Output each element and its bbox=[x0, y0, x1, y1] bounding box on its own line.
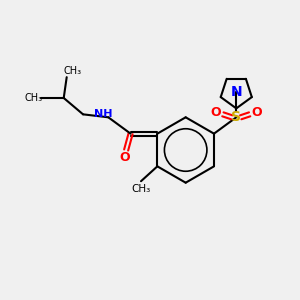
Text: O: O bbox=[252, 106, 262, 119]
Text: O: O bbox=[119, 151, 130, 164]
Text: S: S bbox=[231, 110, 241, 124]
Text: O: O bbox=[210, 106, 221, 119]
Text: CH₃: CH₃ bbox=[25, 93, 43, 103]
Text: CH₃: CH₃ bbox=[64, 66, 82, 76]
Text: N: N bbox=[230, 85, 242, 99]
Text: NH: NH bbox=[94, 109, 112, 119]
Text: CH₃: CH₃ bbox=[131, 184, 151, 194]
